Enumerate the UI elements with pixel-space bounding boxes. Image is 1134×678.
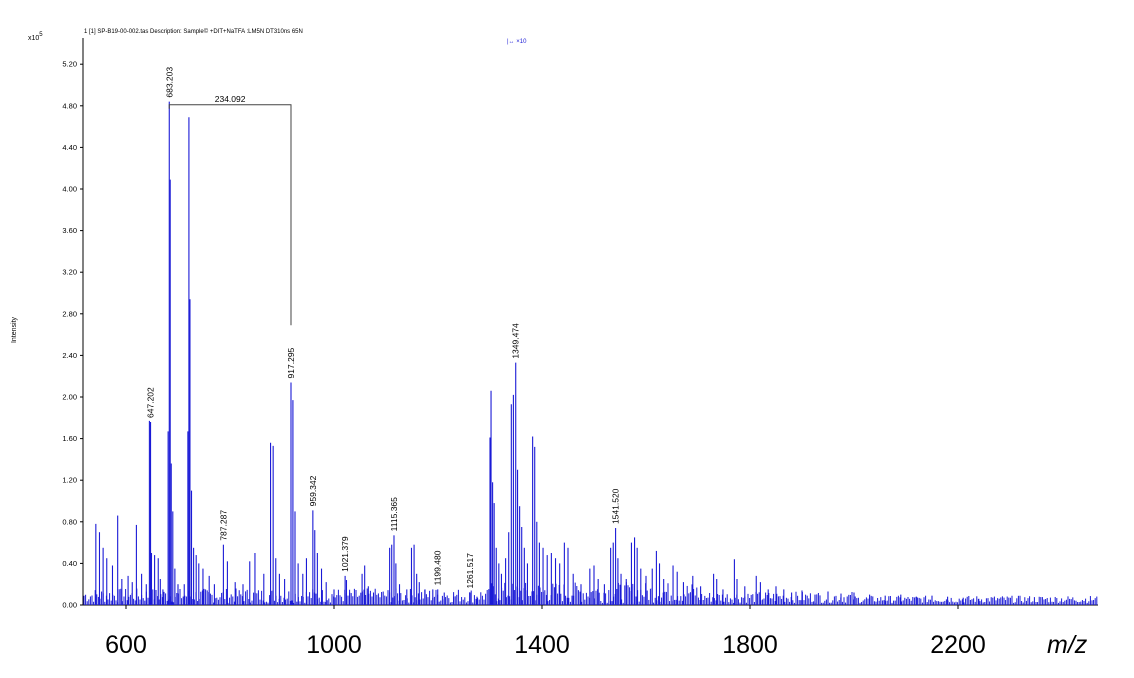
y-multiplier-base: x10 [28,35,39,42]
y-tick-label: 2.00 [62,393,77,402]
peak-labels: 647.202 683.203 787.287 917.295 959.342 1021.… [146,67,621,589]
scale-indicator: |↔ ×10 [507,39,527,45]
peak-label: 683.203 [164,67,174,98]
file-info-header: 1 [1] SP-B19-00-002.tas Description: Sam… [84,28,303,35]
y-axis-label: Intensity [11,316,18,343]
y-tick-label: 4.80 [62,101,77,110]
peak-label: 1349.474 [511,323,521,359]
peak-label: 1021.379 [340,536,350,572]
peak-label: 959.342 [308,475,318,506]
y-tick-label: 0.80 [62,517,77,526]
y-tick-label: 4.40 [62,143,77,152]
peak-label: 1541.520 [611,488,621,524]
y-multiplier: x105 [28,32,43,42]
y-tick-label: 0.40 [62,559,77,568]
y-tick-label: 3.20 [62,268,77,277]
peak-label: 1261.517 [465,553,475,589]
peak-label: 1199.480 [433,550,443,585]
mass-difference-label: 234.092 [215,94,246,104]
x-axis-label: m/z [1047,631,1088,659]
x-tick-label: 1400 [514,631,570,659]
y-tick-label: 3.60 [62,226,77,235]
annotations: 234.092 [168,94,292,326]
peak-label: 917.295 [286,347,296,378]
peak-label: 787.287 [218,510,228,541]
y-multiplier-exp: 5 [39,32,43,38]
y-tick-label: 4.00 [62,185,77,194]
x-tick-label: 1800 [722,631,778,659]
peak-label: 1115.365 [389,497,399,531]
x-ticks: 600 1000 1400 1800 2200 [105,605,986,659]
y-tick-label: 2.40 [62,351,77,360]
y-tick-label: 2.80 [62,309,77,318]
y-tick-label: 0.00 [62,601,77,610]
y-tick-label: 5.20 [62,60,77,69]
mass-difference-bracket [168,104,292,326]
x-tick-label: 2200 [930,631,986,659]
spectrum-peaks [83,101,1098,605]
x-tick-label: 1000 [306,631,362,659]
y-ticks: 0.00 0.40 0.80 1.20 1.60 2.00 2.40 2.80 3.20 3.60… [62,60,83,610]
y-tick-label: 1.60 [62,434,77,443]
y-tick-label: 1.20 [62,476,77,485]
x-tick-label: 600 [105,631,147,659]
peak-label: 647.202 [146,387,156,418]
